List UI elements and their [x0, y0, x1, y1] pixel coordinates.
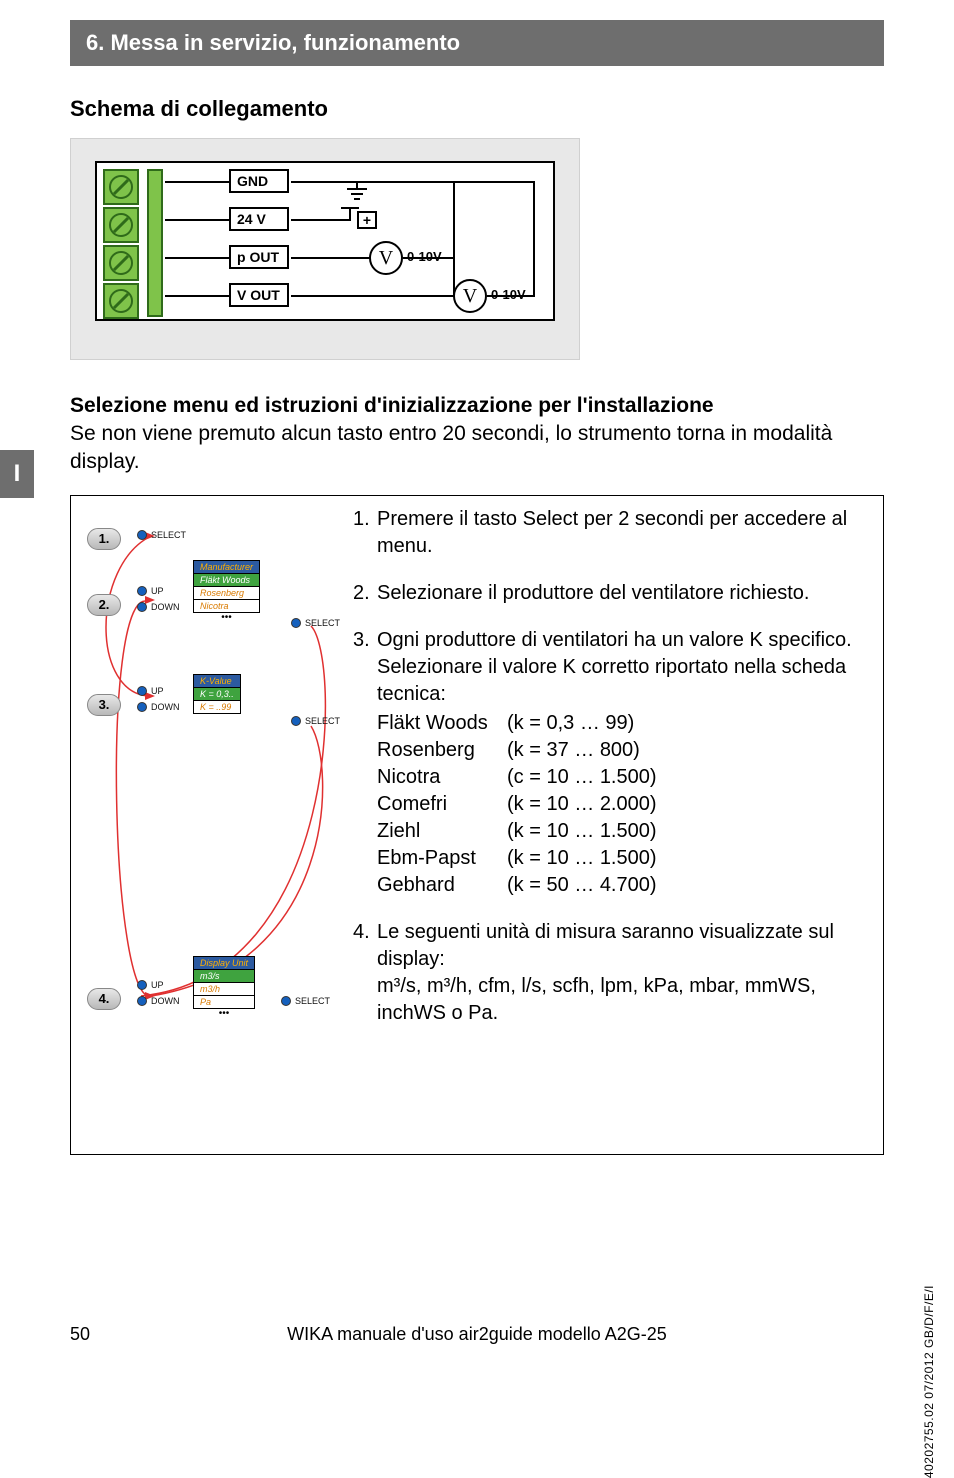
- wire: [291, 295, 455, 297]
- wire: [165, 219, 229, 221]
- table-row: Ziehl(k = 10 … 1.500): [377, 818, 873, 845]
- dot-icon: [291, 618, 301, 628]
- step-pill-3: 3.: [87, 694, 121, 716]
- terminal-4: [103, 283, 139, 319]
- page-footer: 50 WIKA manuale d'uso air2guide modello …: [70, 1324, 884, 1345]
- table-row: Gebhard(k = 50 … 4.700): [377, 872, 873, 899]
- up-button-hint: UP: [137, 980, 164, 990]
- menu-flow-graphic: 1. SELECT 2. UP DOWN Manufacturer Fläkt …: [81, 506, 341, 1124]
- wiring-diagram: GND 24 V p OUT V OUT + V 0-10V: [70, 138, 580, 360]
- menu-option: K = 0,3..: [193, 687, 241, 701]
- dot-icon: [137, 602, 147, 612]
- dot-icon: [137, 586, 147, 596]
- footer-title: WIKA manuale d'uso air2guide modello A2G…: [70, 1324, 884, 1345]
- terminal-3: [103, 245, 139, 281]
- dot-icon: [291, 716, 301, 726]
- step-4: 4. Le seguenti unità di misura saranno v…: [353, 919, 873, 1027]
- instruction-panel: 1. SELECT 2. UP DOWN Manufacturer Fläkt …: [70, 495, 884, 1155]
- step-3: 3. Ogni produttore di ventilatori ha un …: [353, 627, 873, 899]
- menu-intro: Se non viene premuto alcun tasto entro 2…: [70, 420, 884, 477]
- manufacturer-menu: Manufacturer Fläkt Woods Rosenberg Nicot…: [193, 560, 260, 623]
- table-row: Ebm-Papst(k = 10 … 1.500): [377, 845, 873, 872]
- menu-more: •••: [193, 612, 260, 623]
- wire: [291, 219, 351, 221]
- dot-icon: [137, 702, 147, 712]
- up-button-hint: UP: [137, 686, 164, 696]
- select-button-hint: SELECT: [281, 996, 330, 1006]
- section-header: 6. Messa in servizio, funzionamento: [70, 20, 884, 66]
- menu-option: K = ..99: [193, 700, 241, 714]
- wire: [291, 257, 371, 259]
- menu-more: •••: [193, 1008, 255, 1019]
- wire: [533, 181, 535, 297]
- instruction-text: 1.Premere il tasto Select per 2 secondi …: [341, 506, 873, 1124]
- voltmeter-v: V: [453, 279, 487, 313]
- dot-icon: [137, 996, 147, 1006]
- label-24v: 24 V: [229, 207, 289, 231]
- terminal-strip: [147, 169, 163, 317]
- step-pill-1: 1.: [87, 528, 121, 550]
- wire: [453, 181, 455, 297]
- table-row: Rosenberg(k = 37 … 800): [377, 737, 873, 764]
- terminal-1: [103, 169, 139, 205]
- label-gnd: GND: [229, 169, 289, 193]
- document-code: 40202755.02 07/2012 GB/D/F/E/I: [922, 1285, 936, 1478]
- up-button-hint: UP: [137, 586, 164, 596]
- down-button-hint: DOWN: [137, 702, 180, 712]
- wiring-diagram-inner: GND 24 V p OUT V OUT + V 0-10V: [95, 161, 555, 321]
- select-button-hint: SELECT: [291, 716, 340, 726]
- menu-heading: Selezione menu ed istruzioni d'inizializ…: [70, 394, 884, 418]
- dot-icon: [281, 996, 291, 1006]
- select-button-hint: SELECT: [291, 618, 340, 628]
- menu-option: Nicotra: [193, 599, 260, 613]
- step-pill-4: 4.: [87, 988, 121, 1010]
- wire: [165, 181, 229, 183]
- table-row: Nicotra(c = 10 … 1.500): [377, 764, 873, 791]
- section-header-text: 6. Messa in servizio, funzionamento: [86, 30, 460, 55]
- dot-icon: [137, 686, 147, 696]
- menu-title: Display Unit: [193, 956, 255, 970]
- wire: [349, 207, 351, 221]
- displayunit-menu: Display Unit m3/s m3/h Pa •••: [193, 956, 255, 1019]
- down-button-hint: DOWN: [137, 602, 180, 612]
- k-value-table: Fläkt Woods(k = 0,3 … 99) Rosenberg(k = …: [377, 710, 873, 899]
- wire: [453, 181, 535, 183]
- table-row: Comefri(k = 10 … 2.000): [377, 791, 873, 818]
- select-button-hint: SELECT: [137, 530, 186, 540]
- terminal-2: [103, 207, 139, 243]
- wire: [165, 295, 229, 297]
- table-row: Fläkt Woods(k = 0,3 … 99): [377, 710, 873, 737]
- ground-icon: [347, 181, 377, 203]
- down-button-hint: DOWN: [137, 996, 180, 1006]
- kvalue-menu: K-Value K = 0,3.. K = ..99: [193, 674, 241, 713]
- plus-symbol: +: [357, 211, 377, 229]
- step-pill-2: 2.: [87, 594, 121, 616]
- wire: [165, 257, 229, 259]
- menu-option: Fläkt Woods: [193, 573, 260, 587]
- language-tab: I: [0, 450, 34, 498]
- menu-title: Manufacturer: [193, 560, 260, 574]
- wire: [341, 207, 359, 209]
- dot-icon: [137, 980, 147, 990]
- voltmeter-p: V: [369, 241, 403, 275]
- wire: [487, 295, 533, 297]
- label-vout: V OUT: [229, 283, 289, 307]
- wire: [357, 181, 455, 183]
- menu-option: m3/h: [193, 982, 255, 996]
- step-2: 2.Selezionare il produttore del ventilat…: [353, 580, 873, 607]
- dot-icon: [137, 530, 147, 540]
- menu-option: m3/s: [193, 969, 255, 983]
- wire: [403, 257, 453, 259]
- menu-option: Pa: [193, 995, 255, 1009]
- label-pout: p OUT: [229, 245, 289, 269]
- terminal-block: [103, 169, 141, 319]
- schema-title: Schema di collegamento: [70, 96, 884, 122]
- menu-option: Rosenberg: [193, 586, 260, 600]
- language-tab-label: I: [14, 460, 21, 488]
- menu-title: K-Value: [193, 674, 241, 688]
- step-1: 1.Premere il tasto Select per 2 secondi …: [353, 506, 873, 560]
